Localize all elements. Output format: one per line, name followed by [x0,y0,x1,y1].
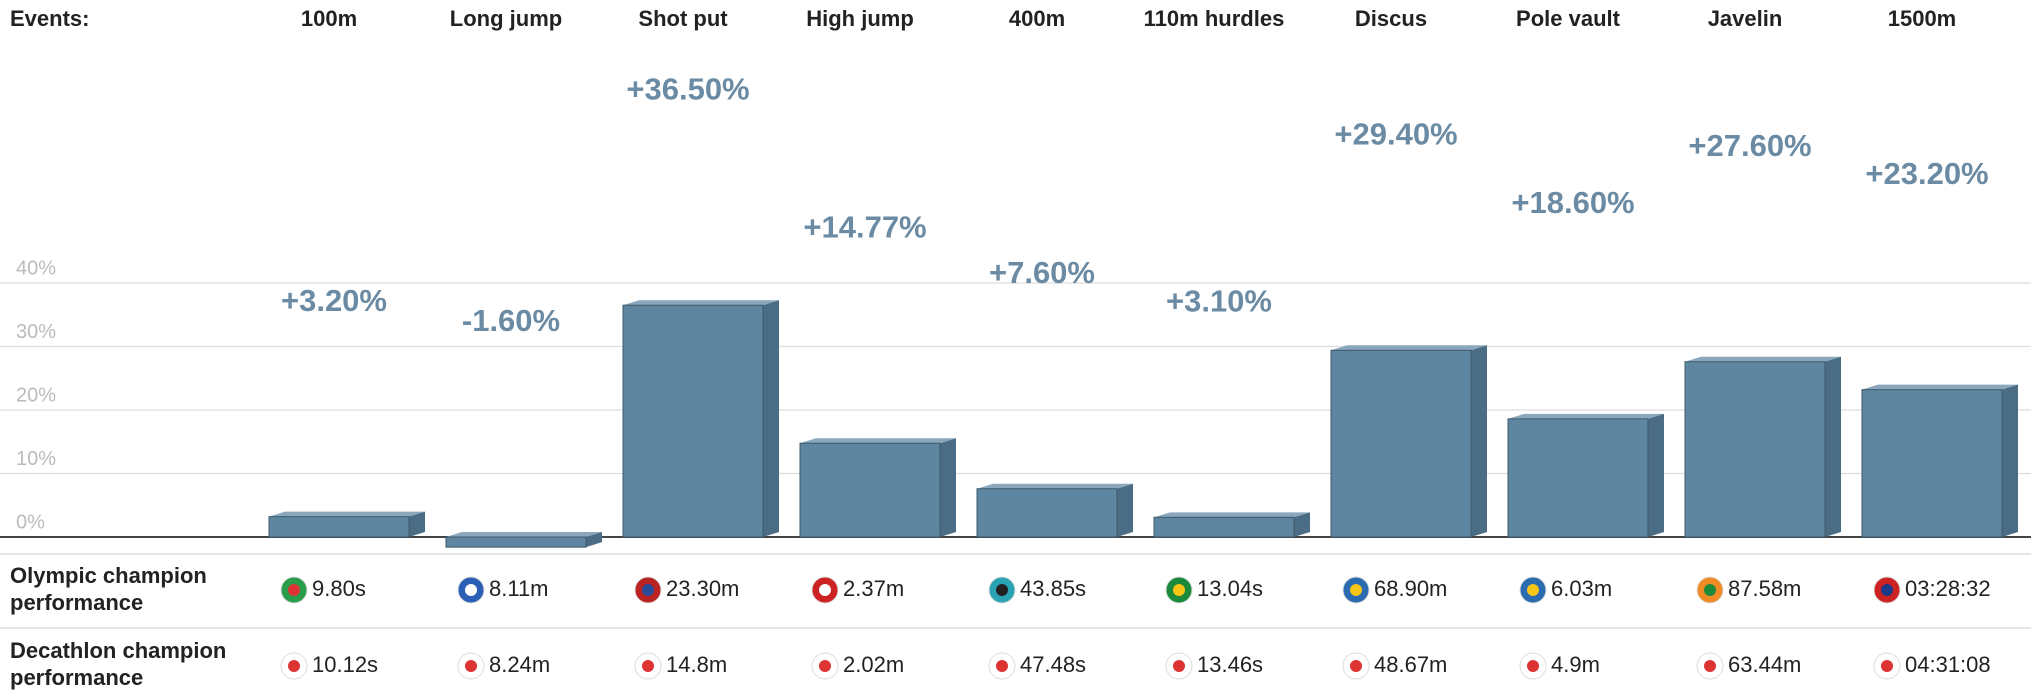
data-label: +29.40% [1334,116,1457,151]
x-tick-label: Shot put [638,6,728,31]
chart: Events: 0% 10% 20% 30% 40% 100m +3.20% 9.80s 10.… [0,0,2031,690]
table-cell: 2.37m [843,576,904,601]
x-tick-label: Discus [1355,6,1427,31]
table-cell: 9.80s [312,576,366,601]
flag-detail [1881,584,1893,596]
data-label: +36.50% [626,71,749,106]
data-label: +27.60% [1688,128,1811,163]
y-tick-label: 10% [16,448,56,470]
table-cell: 6.03m [1551,576,1612,601]
flag-detail [1881,660,1893,672]
bar-top [800,438,956,443]
bar [1154,517,1294,537]
bar [1331,350,1471,537]
data-label: -1.60% [462,303,560,338]
table-cell: 87.58m [1728,576,1801,601]
bar-side [763,300,779,537]
data-label: +7.60% [989,255,1095,290]
table-cell: 47.48s [1020,652,1086,677]
row-label: Olympic champion performance [10,562,260,616]
flag-detail [642,660,654,672]
x-tick-label: Pole vault [1516,6,1621,31]
bar-top [1331,345,1487,350]
bar-top [1685,357,1841,362]
bar [977,489,1117,537]
table-cell: 2.02m [843,652,904,677]
data-label: +23.20% [1865,156,1988,191]
bar-side [1825,357,1841,537]
flag-detail [1173,660,1185,672]
y-tick-label: 40% [16,257,56,279]
table-cell: 63.44m [1728,652,1801,677]
table-cell: 14.8m [666,652,727,677]
table-cell: 43.85s [1020,576,1086,601]
bar [1685,362,1825,537]
x-tick-label: Long jump [450,6,562,31]
flag-detail [1704,660,1716,672]
flag-detail [1527,584,1539,596]
row-label: Decathlon champion performance [10,637,260,691]
x-tick-label: 110m hurdles [1144,6,1285,31]
flag-detail [996,660,1008,672]
x-tick-label: Javelin [1708,6,1783,31]
table-cell: 48.67m [1374,652,1447,677]
x-tick-label: High jump [806,6,914,31]
bar-side [2002,385,2018,537]
flag-detail [288,584,300,596]
table-cell: 04:31:08 [1905,652,1991,677]
flag-detail [465,660,477,672]
flag-detail [465,584,477,596]
flag-detail [288,660,300,672]
bar-side [1648,414,1664,537]
table-cell: 10.12s [312,652,378,677]
bar [446,537,586,547]
bar [623,305,763,537]
bar [1508,419,1648,537]
bar-top [269,512,425,517]
bar-side [1471,345,1487,537]
flag-detail [642,584,654,596]
table-cell: 4.9m [1551,652,1600,677]
flag-detail [1350,660,1362,672]
table-cell: 8.24m [489,652,550,677]
table-cell: 13.46s [1197,652,1263,677]
flag-detail [819,584,831,596]
table-cell: 23.30m [666,576,739,601]
flag-detail [819,660,831,672]
table-cell: 68.90m [1374,576,1447,601]
bar-side [1117,484,1133,537]
y-tick-label: 30% [16,321,56,343]
table-cell: 8.11m [489,576,549,601]
y-tick-label: 20% [16,384,56,406]
bar-top [1508,414,1664,419]
flag-detail [1350,584,1362,596]
table-cell: 03:28:32 [1905,576,1991,601]
flag-detail [1527,660,1539,672]
flag-detail [1173,584,1185,596]
flag-detail [996,584,1008,596]
bar-side [940,438,956,537]
page: Events: 0% 10% 20% 30% 40% 100m +3.20% 9.80s 10.… [0,0,2031,690]
bar-top [446,532,602,537]
x-label: Events: [10,6,89,31]
y-tick-label: 0% [16,511,45,533]
x-tick-label: 1500m [1888,6,1957,31]
bar-top [623,300,779,305]
flag-detail [1704,584,1716,596]
data-label: +3.10% [1166,284,1272,319]
bar-top [1862,385,2018,390]
bar-top [977,484,1133,489]
bar [269,517,409,537]
data-label: +14.77% [803,209,926,244]
bar [800,443,940,537]
table-cell: 13.04s [1197,576,1263,601]
data-label: +18.60% [1511,185,1634,220]
bar [1862,390,2002,537]
x-tick-label: 400m [1009,6,1065,31]
bar-top [1154,512,1310,517]
x-tick-label: 100m [301,6,357,31]
data-label: +3.20% [281,283,387,318]
